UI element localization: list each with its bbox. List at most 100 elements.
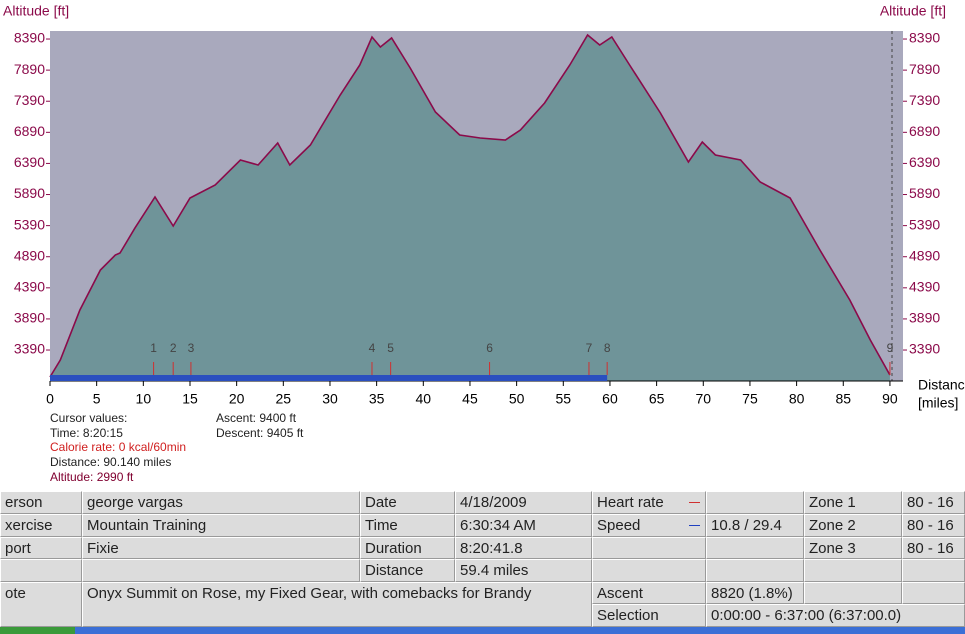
altitude-area xyxy=(50,35,890,381)
x-tick-label: 60 xyxy=(602,391,618,407)
table-cell: 59.4 miles xyxy=(455,559,592,582)
table-cell: xercise xyxy=(0,514,82,537)
x-tick-label: 70 xyxy=(695,391,711,407)
table-cell: Zone 3 xyxy=(804,537,902,559)
y-tick-label: 5390 xyxy=(14,216,45,232)
lap-label: 7 xyxy=(586,341,593,355)
table-cell: 10.8 / 29.4 xyxy=(706,514,804,537)
table-cell: 80 - 16 xyxy=(902,491,965,514)
y-tick-label: 6390 xyxy=(909,154,940,170)
cursor-altitude: Altitude: 2990 ft xyxy=(50,470,134,484)
x-tick-label: 90 xyxy=(882,391,898,407)
table-cell: erson xyxy=(0,491,82,514)
lap-label: 4 xyxy=(369,341,376,355)
x-tick-label: 10 xyxy=(136,391,152,407)
y-tick-label: 4390 xyxy=(14,279,45,295)
table-cell: Onyx Summit on Rose, my Fixed Gear, with… xyxy=(82,582,592,627)
table-cell: Mountain Training xyxy=(82,514,360,537)
cursor-distance: Distance: 90.140 miles xyxy=(50,455,172,469)
legend-dash xyxy=(689,502,700,503)
selection-bar xyxy=(50,375,608,381)
table-cell: 8:20:41.8 xyxy=(455,537,592,559)
y-tick-label: 6890 xyxy=(14,123,45,139)
taskbar-start xyxy=(0,627,75,634)
lap-label: 6 xyxy=(486,341,493,355)
table-cell: Zone 1 xyxy=(804,491,902,514)
lap-label: 9 xyxy=(887,341,894,355)
lap-label: 3 xyxy=(188,341,195,355)
empty-cell xyxy=(804,582,902,604)
y-tick-label: 3890 xyxy=(909,310,940,326)
x-tick-label: 5 xyxy=(93,391,101,407)
y-tick-label: 4390 xyxy=(909,279,940,295)
cursor-calorie: Calorie rate: 0 kcal/60min xyxy=(50,440,187,454)
table-cell: Distance xyxy=(360,559,455,582)
x-tick-label: 75 xyxy=(742,391,758,407)
empty-cell xyxy=(804,559,902,582)
table-cell: Date xyxy=(360,491,455,514)
y-tick-label: 8390 xyxy=(909,30,940,46)
y-tick-label: 7390 xyxy=(14,92,45,108)
empty-cell xyxy=(902,559,965,582)
lap-label: 8 xyxy=(604,341,611,355)
table-cell: Ascent xyxy=(592,582,706,604)
x-tick-label: 85 xyxy=(835,391,851,407)
table-cell: ote xyxy=(0,582,82,627)
empty-cell xyxy=(592,559,706,582)
empty-cell xyxy=(902,582,965,604)
empty-cell xyxy=(82,559,360,582)
table-cell: port xyxy=(0,537,82,559)
taskbar xyxy=(75,627,965,634)
y-axis-label: Altitude [ft] xyxy=(880,3,946,19)
x-tick-label: 0 xyxy=(46,391,54,407)
lap-label: 2 xyxy=(170,341,177,355)
table-cell: Fixie xyxy=(82,537,360,559)
table-cell: 0:00:00 - 6:37:00 (6:37:00.0) xyxy=(706,604,965,627)
table-cell: 80 - 16 xyxy=(902,537,965,559)
y-tick-label: 5390 xyxy=(909,216,940,232)
table-cell: george vargas xyxy=(82,491,360,514)
table-cell: 8820 (1.8%) xyxy=(706,582,804,604)
y-tick-label: 3890 xyxy=(14,310,45,326)
empty-cell xyxy=(706,491,804,514)
cursor-descent: Descent: 9405 ft xyxy=(216,426,304,440)
x-tick-label: 25 xyxy=(276,391,292,407)
empty-cell xyxy=(706,559,804,582)
x-axis-unit: [miles] xyxy=(918,395,958,411)
x-tick-label: 55 xyxy=(556,391,572,407)
y-axis-label: Altitude [ft] xyxy=(3,3,69,19)
y-tick-label: 7890 xyxy=(14,61,45,77)
table-cell: Heart rate xyxy=(592,491,706,514)
y-tick-label: 3390 xyxy=(909,341,940,357)
chart: Altitude [ft] Altitude [ft] Distance [mi… xyxy=(3,3,965,411)
x-tick-label: 35 xyxy=(369,391,385,407)
cursor-ascent: Ascent: 9400 ft xyxy=(216,411,297,425)
x-tick-label: 30 xyxy=(322,391,338,407)
empty-cell xyxy=(706,537,804,559)
x-tick-label: 20 xyxy=(229,391,245,407)
cursor-title: Cursor values: xyxy=(50,411,128,425)
y-tick-label: 4890 xyxy=(909,247,940,263)
empty-cell xyxy=(0,559,82,582)
table-cell: Time xyxy=(360,514,455,537)
y-tick-label: 3390 xyxy=(14,341,45,357)
y-tick-label: 6890 xyxy=(909,123,940,139)
y-tick-label: 4890 xyxy=(14,247,45,263)
cursor-time: Time: 8:20:15 xyxy=(50,426,123,440)
lap-label: 5 xyxy=(387,341,394,355)
table-cell: Selection xyxy=(592,604,706,627)
empty-cell xyxy=(592,537,706,559)
lap-label: 1 xyxy=(150,341,157,355)
table-cell: 4/18/2009 xyxy=(455,491,592,514)
x-tick-label: 45 xyxy=(462,391,478,407)
y-tick-label: 5890 xyxy=(14,185,45,201)
altitude-line xyxy=(49,33,891,378)
x-tick-label: 50 xyxy=(509,391,525,407)
table-cell: 80 - 16 xyxy=(902,514,965,537)
y-tick-label: 8390 xyxy=(14,30,45,46)
table-cell: 6:30:34 AM xyxy=(455,514,592,537)
y-tick-label: 7390 xyxy=(909,92,940,108)
y-tick-label: 5890 xyxy=(909,185,940,201)
x-axis-label: Distance xyxy=(918,377,965,393)
